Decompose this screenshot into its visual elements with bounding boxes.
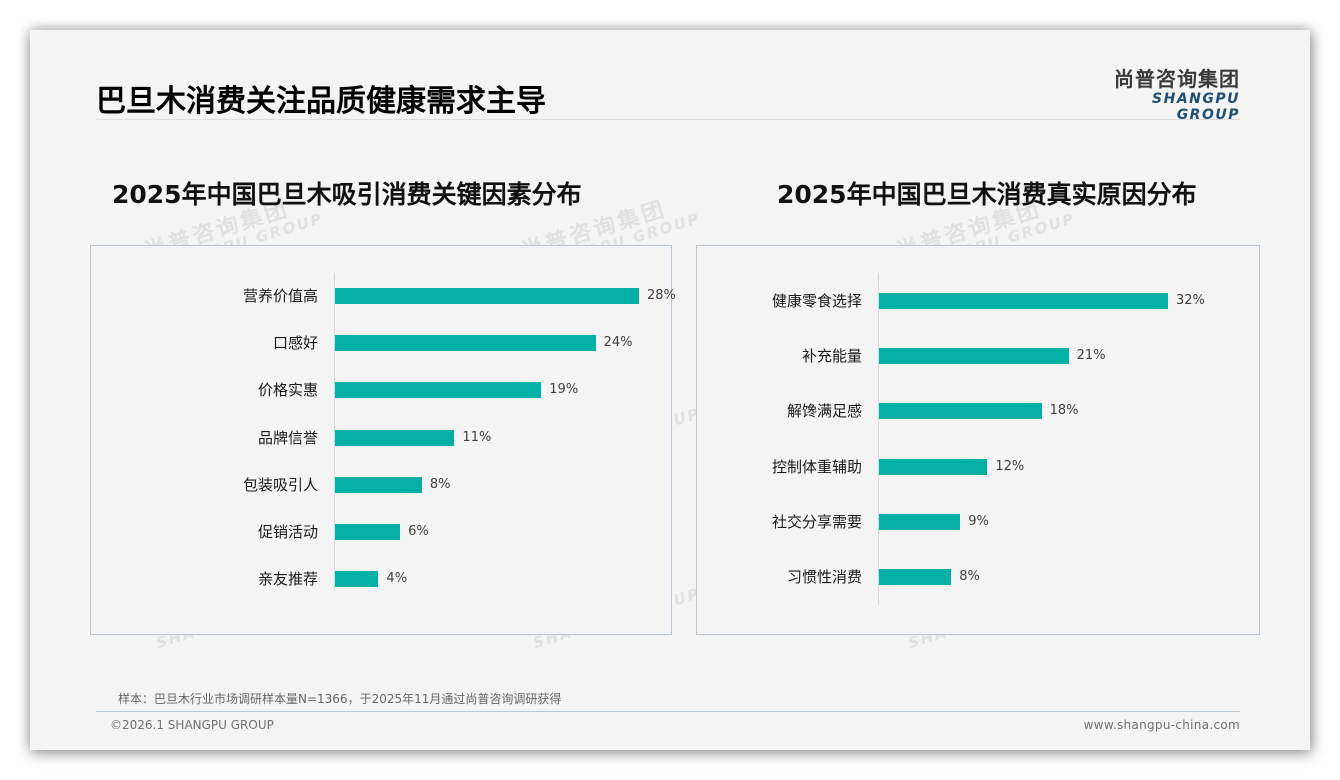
logo-chinese: 尚普咨询集团 [1114,67,1240,91]
category-label: 亲友推荐 [257,570,318,589]
bar-row: 习惯性消费 8% [697,565,1259,589]
category-label: 控制体重辅助 [771,457,862,476]
value-label: 8% [959,569,980,584]
y-axis-line [878,273,879,605]
value-label: 18% [1049,403,1079,419]
copyright: ©2026.1 SHANGPU GROUP [110,718,274,732]
bar-row: 控制体重辅助 12% [697,455,1259,479]
bar [879,348,1069,365]
footer-divider [96,711,1240,712]
chart-panel-consumption-reasons: 健康零食选择 32% 补充能量 21% 解馋满足感 18% 控制体重辅助 12% 社交分享需要 9… [696,245,1260,635]
value-label: 12% [995,458,1025,474]
bar [879,458,988,475]
value-label: 11% [462,429,492,445]
bar-row: 促销活动 6% [91,520,671,544]
category-label: 包装吸引人 [242,475,318,494]
value-label: 9% [968,513,989,529]
bar [335,382,542,399]
chart-title-left: 2025年中国巴旦木吸引消费关键因素分布 [112,180,582,209]
bar [879,569,952,585]
bar-row: 口感好 24% [91,331,671,355]
slide: 巴旦木消费关注品质健康需求主导 尚普咨询集团 SHANGPU GROUP 尚普咨… [30,30,1310,750]
category-label: 解馋满足感 [786,402,862,421]
category-label: 品牌信誉 [257,428,318,447]
bar-row: 包装吸引人 8% [91,473,671,497]
value-label: 32% [1176,293,1205,308]
bar-row: 营养价值高 28% [91,284,676,308]
bar [335,524,401,540]
bar-row: 补充能量 21% [697,344,1259,368]
category-label: 口感好 [272,334,318,353]
bar [335,476,422,493]
sample-note: 样本：巴旦木行业市场调研样本量N=1366，于2025年11月通过尚普咨询调研获… [118,692,562,706]
bar-row: 价格实惠 19% [91,378,671,402]
bar-row: 品牌信誉 11% [91,426,671,450]
category-label: 补充能量 [801,347,862,366]
value-label: 8% [429,476,451,492]
bar-row: 解馋满足感 18% [697,399,1259,423]
category-label: 价格实惠 [257,381,318,400]
category-label: 营养价值高 [242,287,318,305]
title-divider [96,119,1240,120]
value-label: 4% [386,571,408,587]
bar [335,335,596,352]
bar [335,571,379,588]
category-label: 健康零食选择 [771,292,862,310]
category-label: 习惯性消费 [786,568,862,586]
page-title: 巴旦木消费关注品质健康需求主导 [96,84,546,119]
value-label: 21% [1076,348,1106,364]
bar-row: 亲友推荐 4% [91,567,671,591]
value-label: 24% [603,335,633,351]
bar [879,403,1042,420]
bar [879,513,961,530]
logo-english: SHANGPU GROUP [1152,91,1240,123]
bar [335,429,455,446]
y-axis-line [334,273,335,590]
chart-panel-attraction-factors: 营养价值高 28% 口感好 24% 价格实惠 19% 品牌信誉 11% 包装吸引人 8% 促销活动 6… [90,245,676,635]
bar-row: 社交分享需要 9% [697,510,1259,534]
value-label: 28% [647,288,676,303]
company-logo: 尚普咨询集团 SHANGPU GROUP [1088,63,1240,123]
category-label: 社交分享需要 [771,512,862,531]
value-label: 19% [549,382,579,398]
bar [879,293,1168,309]
bar [335,288,639,304]
bar-row: 健康零食选择 32% [697,289,1259,313]
chart-title-right: 2025年中国巴旦木消费真实原因分布 [777,180,1197,209]
website-url: www.shangpu-china.com [1083,718,1240,732]
category-label: 促销活动 [257,523,318,541]
value-label: 6% [408,524,429,539]
